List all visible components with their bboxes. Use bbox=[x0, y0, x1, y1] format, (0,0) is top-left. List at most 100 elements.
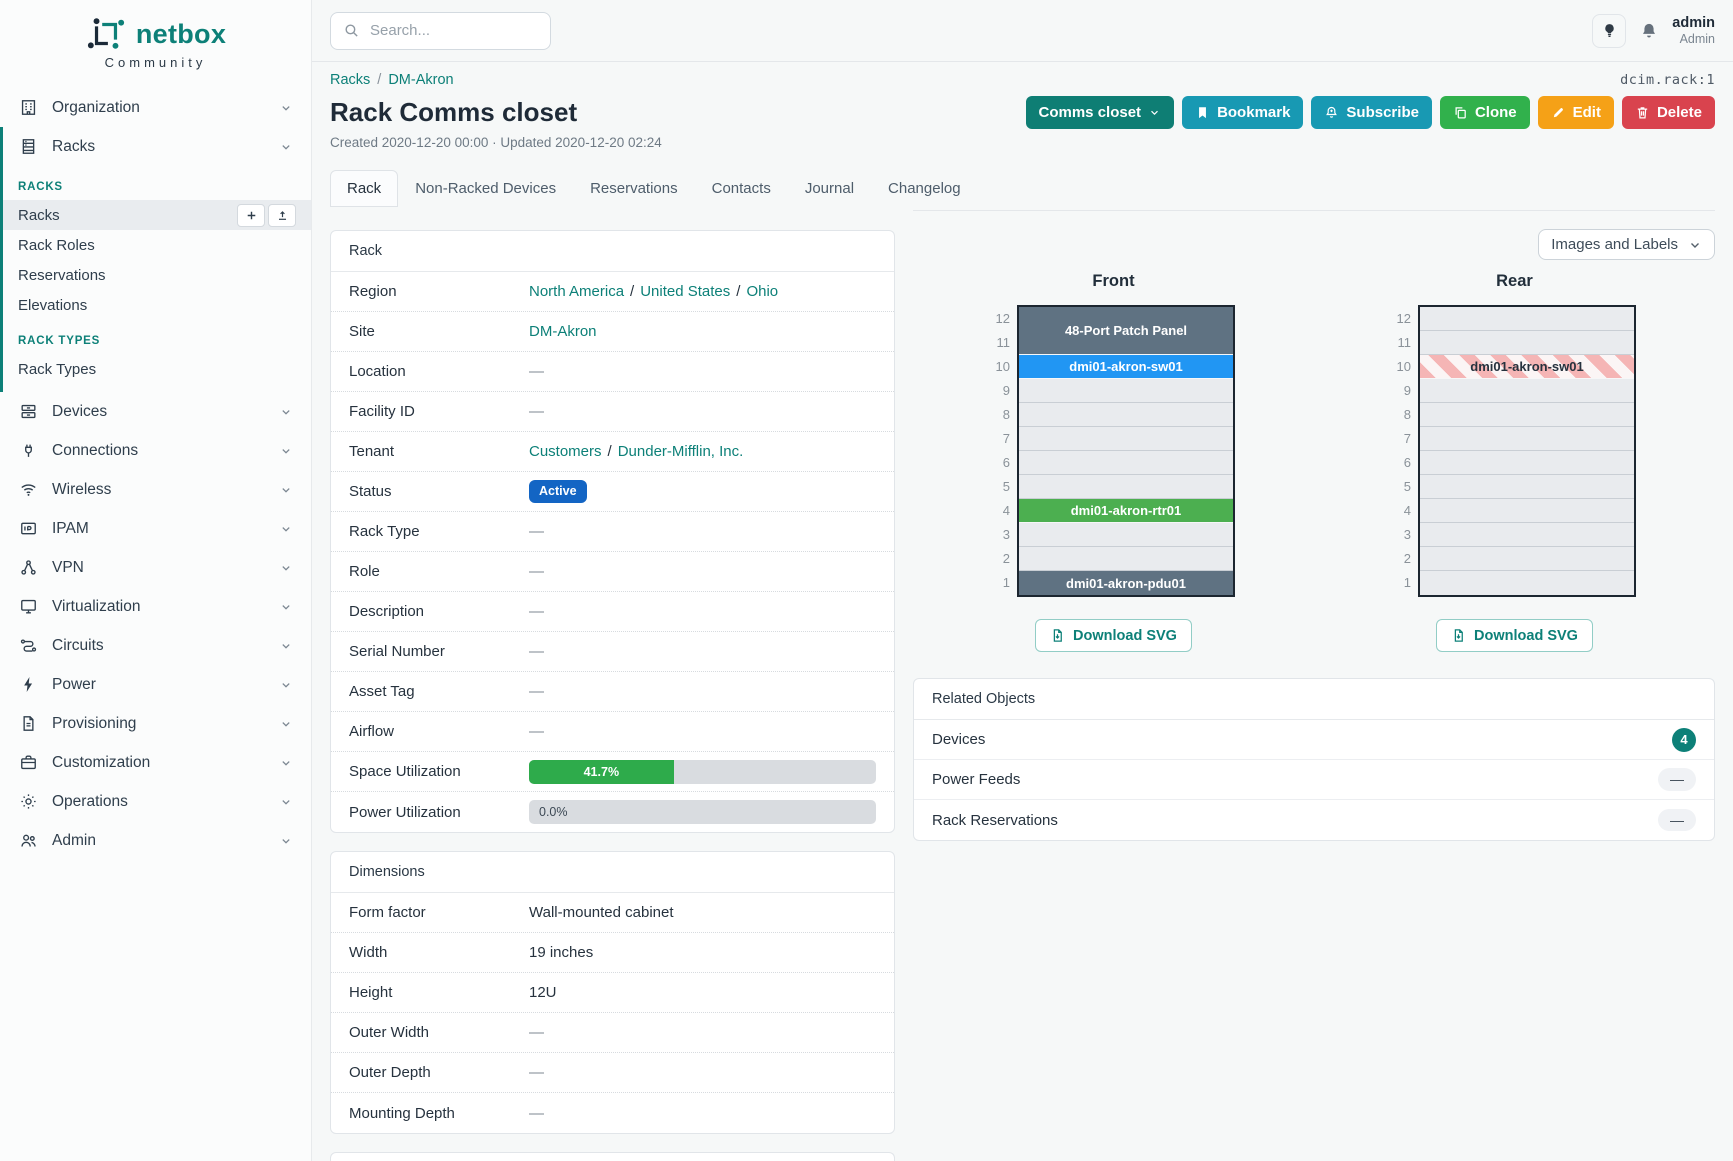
rack-device[interactable]: dmi01-akron-sw01 bbox=[1019, 355, 1233, 379]
rack-unit-number: 3 bbox=[1403, 527, 1411, 542]
sidebar-item-racks[interactable]: Racks bbox=[3, 200, 311, 230]
download-svg-rear-button[interactable]: Download SVG bbox=[1436, 619, 1593, 652]
clone-button[interactable]: Clone bbox=[1439, 96, 1530, 129]
user-menu[interactable]: admin Admin bbox=[1672, 15, 1715, 47]
rack-slot-empty[interactable] bbox=[1420, 475, 1634, 499]
sidebar-group-label: Organization bbox=[52, 98, 140, 116]
bookmark-button[interactable]: Bookmark bbox=[1182, 96, 1304, 129]
rack-unit-number: 1 bbox=[1403, 575, 1411, 590]
field-row-role: Role — bbox=[331, 552, 894, 592]
tab-contacts[interactable]: Contacts bbox=[711, 180, 771, 197]
sidebar-item-label: Elevations bbox=[18, 296, 88, 314]
sidebar-group-label: Wireless bbox=[52, 480, 112, 498]
rack-unit-number: 7 bbox=[1002, 431, 1010, 446]
sidebar-group-customization[interactable]: Customization bbox=[0, 743, 311, 782]
import-button[interactable] bbox=[268, 203, 296, 227]
related-row-rack-reservations[interactable]: Rack Reservations — bbox=[914, 800, 1714, 840]
region-link[interactable]: Ohio bbox=[746, 283, 779, 300]
sidebar-group-circuits[interactable]: Circuits bbox=[0, 626, 311, 665]
theme-toggle-button[interactable] bbox=[1592, 13, 1627, 48]
search-box[interactable] bbox=[330, 11, 551, 50]
related-objects-title: Related Objects bbox=[914, 679, 1714, 720]
sidebar-group-virtualization[interactable]: Virtualization bbox=[0, 587, 311, 626]
rack-device[interactable]: 48-Port Patch Panel bbox=[1019, 307, 1233, 355]
sidebar-group-admin[interactable]: Admin bbox=[0, 821, 311, 860]
rack-unit-number: 6 bbox=[1403, 455, 1411, 470]
rack-device[interactable]: dmi01-akron-rtr01 bbox=[1019, 499, 1233, 523]
sidebar-group-devices[interactable]: Devices bbox=[0, 392, 311, 431]
rack-slot-empty[interactable] bbox=[1420, 307, 1634, 331]
pencil-icon bbox=[1551, 105, 1566, 120]
download-svg-front-button[interactable]: Download SVG bbox=[1035, 619, 1192, 652]
sidebar-group-operations[interactable]: Operations bbox=[0, 782, 311, 821]
chevron-down-icon bbox=[1148, 106, 1161, 119]
rack-device[interactable]: dmi01-akron-pdu01 bbox=[1019, 571, 1233, 595]
sidebar-group-wireless[interactable]: Wireless bbox=[0, 470, 311, 509]
sidebar-group-racks[interactable]: Racks bbox=[3, 127, 311, 166]
top-bar: admin Admin bbox=[312, 0, 1733, 62]
rack-slot-empty[interactable] bbox=[1019, 427, 1233, 451]
tab-reservations[interactable]: Reservations bbox=[590, 180, 678, 197]
search-input[interactable] bbox=[370, 22, 538, 39]
created-updated-meta: Created 2020-12-20 00:00 · Updated 2020-… bbox=[330, 135, 662, 150]
rack-slot-empty[interactable] bbox=[1420, 427, 1634, 451]
rack-slot-empty[interactable] bbox=[1420, 451, 1634, 475]
rack-slot-empty[interactable] bbox=[1420, 499, 1634, 523]
gear-icon bbox=[18, 792, 38, 812]
site-link[interactable]: DM-Akron bbox=[529, 323, 597, 340]
sidebar-group-power[interactable]: Power bbox=[0, 665, 311, 704]
tab-rack[interactable]: Rack bbox=[330, 170, 399, 207]
related-row-devices[interactable]: Devices 4 bbox=[914, 720, 1714, 760]
add-button[interactable] bbox=[237, 203, 265, 227]
rack-slot-empty[interactable] bbox=[1420, 403, 1634, 427]
delete-button[interactable]: Delete bbox=[1621, 96, 1715, 129]
sidebar-group-ipam[interactable]: IPAM bbox=[0, 509, 311, 548]
sidebar-item-reservations[interactable]: Reservations bbox=[3, 260, 311, 290]
sidebar-item-rack-roles[interactable]: Rack Roles bbox=[3, 230, 311, 260]
tab-changelog[interactable]: Changelog bbox=[888, 180, 961, 197]
sidebar-group-organization[interactable]: Organization bbox=[0, 88, 311, 127]
tab-journal[interactable]: Journal bbox=[804, 180, 855, 197]
rack-slot-empty[interactable] bbox=[1420, 547, 1634, 571]
related-row-power-feeds[interactable]: Power Feeds — bbox=[914, 760, 1714, 800]
rack-slot-empty[interactable] bbox=[1420, 331, 1634, 355]
breadcrumb-site-link[interactable]: DM-Akron bbox=[388, 72, 454, 88]
rack-panel-title: Rack bbox=[331, 231, 894, 272]
region-link[interactable]: United States bbox=[640, 283, 731, 300]
sidebar-item-elevations[interactable]: Elevations bbox=[3, 290, 311, 320]
field-row-description: Description — bbox=[331, 592, 894, 632]
rack-slot-empty[interactable] bbox=[1019, 379, 1233, 403]
edit-button[interactable]: Edit bbox=[1537, 96, 1614, 129]
rack-slot-empty[interactable] bbox=[1019, 475, 1233, 499]
front-elevation-title: Front bbox=[1092, 272, 1135, 290]
sidebar-group-vpn[interactable]: VPN bbox=[0, 548, 311, 587]
elevation-view-select[interactable]: Images and Labels bbox=[1538, 229, 1715, 260]
sidebar-group-label: Virtualization bbox=[52, 597, 141, 615]
rack-slot-empty[interactable] bbox=[1019, 403, 1233, 427]
rack-device[interactable]: dmi01-akron-sw01 bbox=[1420, 355, 1634, 379]
sidebar-group-provisioning[interactable]: Provisioning bbox=[0, 704, 311, 743]
tab-non-racked-devices[interactable]: Non-Racked Devices bbox=[415, 180, 557, 197]
rack-slot-empty[interactable] bbox=[1019, 523, 1233, 547]
sidebar-item-rack-types[interactable]: Rack Types bbox=[3, 354, 311, 384]
tenant-link[interactable]: Dunder-Mifflin, Inc. bbox=[617, 443, 744, 460]
rack-unit-number: 8 bbox=[1403, 407, 1411, 422]
field-row-outer-width: Outer Width — bbox=[331, 1013, 894, 1053]
ip-card-icon bbox=[18, 519, 38, 539]
comms-closet-button[interactable]: Comms closet bbox=[1025, 96, 1175, 129]
rack-slot-empty[interactable] bbox=[1019, 451, 1233, 475]
rack-slot-empty[interactable] bbox=[1420, 523, 1634, 547]
field-row-status: Status Active bbox=[331, 472, 894, 512]
rack-slot-empty[interactable] bbox=[1019, 547, 1233, 571]
sidebar-group-connections[interactable]: Connections bbox=[0, 431, 311, 470]
rack-unit-number: 9 bbox=[1403, 383, 1411, 398]
tenant-group-link[interactable]: Customers bbox=[529, 443, 602, 460]
notifications-bell-icon[interactable] bbox=[1639, 21, 1659, 41]
region-link[interactable]: North America bbox=[529, 283, 625, 300]
breadcrumb-racks-link[interactable]: Racks bbox=[330, 72, 371, 88]
sidebar-item-label: Rack Roles bbox=[18, 236, 95, 254]
rack-slot-empty[interactable] bbox=[1420, 571, 1634, 595]
rack-slot-empty[interactable] bbox=[1420, 379, 1634, 403]
subscribe-button[interactable]: Subscribe bbox=[1311, 96, 1432, 129]
rack-reservations-count-badge: — bbox=[1658, 808, 1696, 832]
